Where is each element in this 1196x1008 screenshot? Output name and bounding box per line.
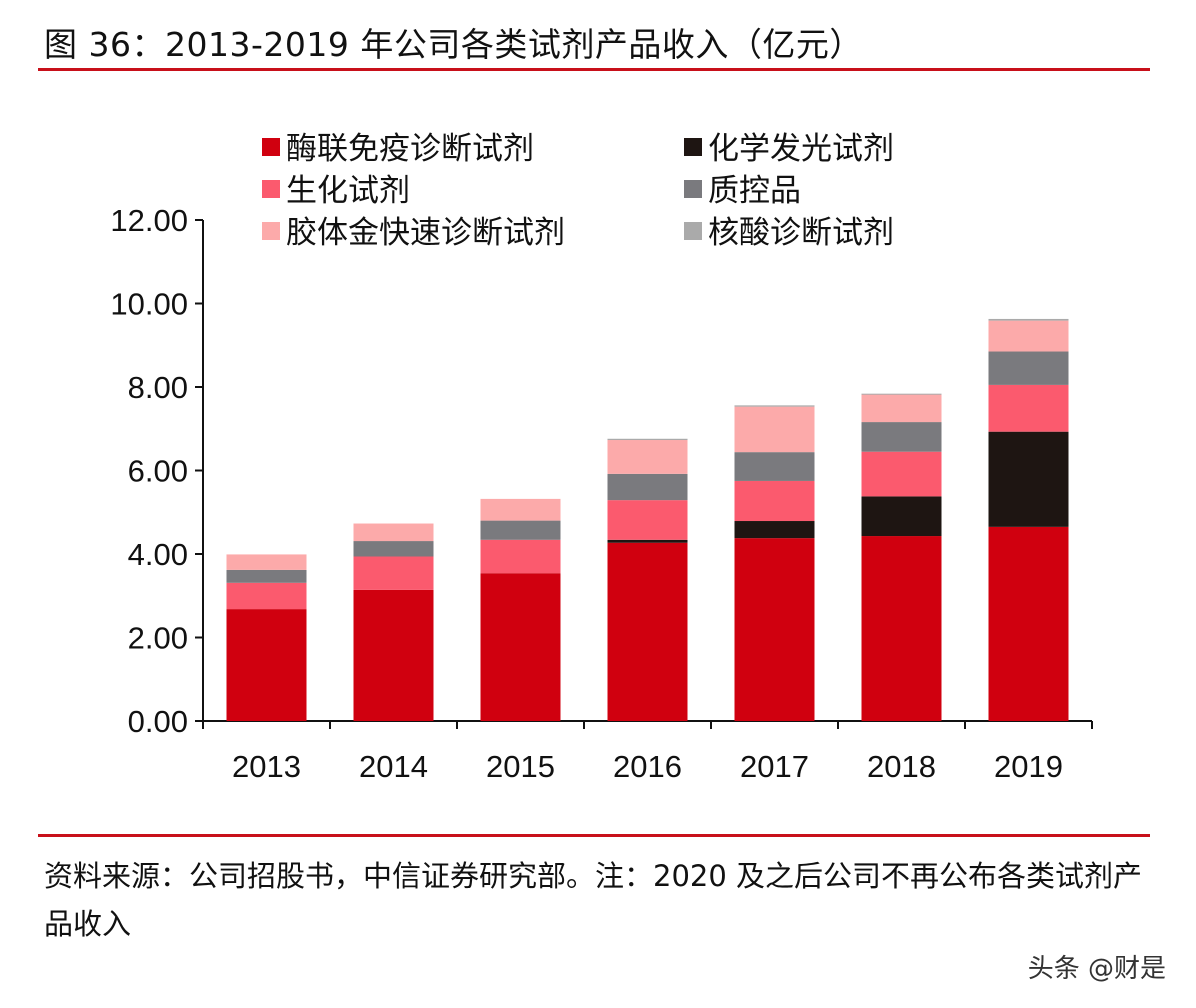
x-tick-label: 2017	[740, 749, 809, 784]
y-tick-label: 10.00	[110, 287, 188, 322]
bar-segment-2014-4	[353, 523, 434, 542]
x-tick-label: 2018	[867, 749, 936, 784]
legend-swatch-1	[684, 138, 702, 156]
bar-segment-2019-1	[988, 431, 1069, 527]
bar-segment-2017-1	[734, 521, 815, 539]
bar-segment-2013-4	[226, 554, 307, 570]
title-divider	[38, 68, 1150, 71]
legend-swatch-3	[684, 180, 702, 198]
bar-segment-2019-4	[988, 320, 1069, 352]
bar-segment-2015-4	[480, 498, 561, 521]
bar-segment-2019-5	[988, 318, 1069, 321]
legend-label: 生化试剂	[286, 173, 410, 209]
bar-segment-2018-4	[861, 394, 942, 423]
legend-swatch-5	[684, 222, 702, 240]
bar-segment-2013-3	[226, 569, 307, 583]
bar-segment-2017-3	[734, 452, 815, 481]
y-tick-label: 2.00	[128, 621, 188, 656]
bar-segment-2016-0	[607, 542, 688, 721]
legend-label: 核酸诊断试剂	[708, 215, 894, 251]
y-tick-label: 8.00	[128, 370, 188, 405]
bar-segment-2019-3	[988, 351, 1069, 385]
bar-segment-2014-2	[353, 556, 434, 590]
bar-segment-2015-3	[480, 520, 561, 540]
y-tick-label: 0.00	[128, 704, 188, 739]
bar-segment-2013-2	[226, 582, 307, 610]
bar-segment-2014-3	[353, 541, 434, 557]
bar-segment-2016-2	[607, 500, 688, 540]
x-tick-label: 2019	[994, 749, 1063, 784]
y-tick-label: 12.00	[110, 203, 188, 238]
bar-segment-2016-1	[607, 539, 688, 543]
legend-swatch-0	[262, 138, 280, 156]
legend-label: 酶联免疫诊断试剂	[286, 131, 534, 167]
legend-swatch-4	[262, 222, 280, 240]
bar-segment-2017-2	[734, 480, 815, 522]
y-tick-label: 6.00	[128, 454, 188, 489]
bar-segment-2018-0	[861, 536, 942, 721]
bar-segment-2018-3	[861, 422, 942, 452]
source-note: 资料来源：公司招股书，中信证券研究部。注：2020 及之后公司不再公布各类试剂产…	[44, 859, 1143, 941]
legend-label: 化学发光试剂	[708, 131, 894, 167]
bar-segment-2014-0	[353, 589, 434, 721]
bar-segment-2018-2	[861, 451, 942, 497]
bar-segment-2018-1	[861, 496, 942, 537]
footer-divider	[38, 834, 1150, 837]
x-tick-label: 2016	[613, 749, 682, 784]
bar-segment-2017-5	[734, 405, 815, 407]
bar-segment-2017-0	[734, 538, 815, 721]
legend-label: 质控品	[708, 173, 801, 209]
x-tick-label: 2015	[486, 749, 555, 784]
watermark: 头条 @财是	[1027, 954, 1166, 984]
bar-segment-2019-0	[988, 526, 1069, 721]
y-tick-label: 4.00	[128, 537, 188, 572]
figure-title: 图 36：2013-2019 年公司各类试剂产品收入（亿元）	[44, 25, 863, 64]
bar-segment-2018-5	[861, 393, 942, 395]
bar-segment-2019-2	[988, 384, 1069, 432]
bar-segment-2013-0	[226, 609, 307, 721]
bar-segment-2016-5	[607, 438, 688, 441]
bar-segment-2015-2	[480, 539, 561, 574]
legend-label: 胶体金快速诊断试剂	[286, 215, 565, 251]
bar-segment-2015-0	[480, 573, 561, 721]
bar-segment-2017-4	[734, 406, 815, 453]
legend-swatch-2	[262, 180, 280, 198]
x-tick-label: 2013	[232, 749, 301, 784]
x-tick-label: 2014	[359, 749, 428, 784]
bar-segment-2016-4	[607, 440, 688, 474]
bar-segment-2016-3	[607, 473, 688, 501]
